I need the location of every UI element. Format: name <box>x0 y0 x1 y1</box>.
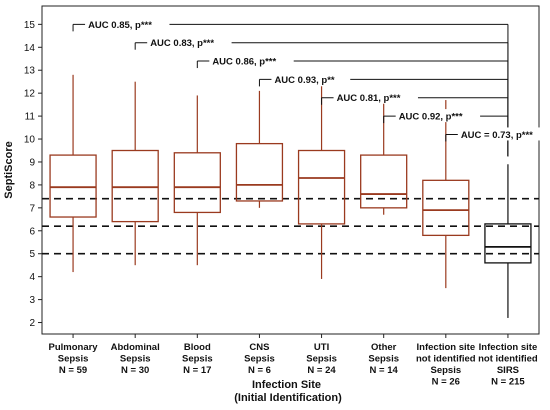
x-category-line: N = 30 <box>121 365 149 376</box>
annotation-background <box>457 127 550 141</box>
box-group <box>49 74 97 273</box>
x-category-line: Other <box>371 342 397 353</box>
x-category-line: Sepsis <box>58 354 89 365</box>
auc-annotation: AUC 0.85, p*** <box>88 20 152 31</box>
iqr-box <box>360 154 408 209</box>
plot-frame <box>41 5 540 335</box>
auc-annotation: AUC 0.83, p*** <box>150 38 214 49</box>
y-tick-label: 11 <box>25 112 36 123</box>
x-category-label: Infection site not identified Sepsis N = 26 <box>416 342 476 388</box>
x-category-line: N = 24 <box>307 365 336 376</box>
iqr-box <box>111 149 159 223</box>
x-category-line: N = 59 <box>59 365 87 376</box>
x-category-line: CNS <box>249 342 269 353</box>
x-category-line: Sepsis <box>244 354 275 365</box>
auc-annotation: AUC 0.86, p*** <box>212 57 276 68</box>
x-category-line: Infection site <box>479 342 538 353</box>
x-category-line: N = 14 <box>370 365 399 376</box>
auc-annotation: AUC 0.81, p*** <box>337 93 401 104</box>
x-category-label: Blood Sepsis N = 17 <box>182 342 213 376</box>
comparison-bracket: AUC = 0.73, p*** <box>445 127 550 157</box>
x-category-line: N = 17 <box>183 365 211 376</box>
x-category-line: UTI <box>314 342 329 353</box>
x-category-label: Abdominal Sepsis N = 30 <box>111 342 160 376</box>
reference-lines <box>42 197 539 255</box>
y-tick-label: 10 <box>24 135 36 146</box>
x-category-line: not identified <box>416 354 476 365</box>
x-category-line: Sepsis <box>368 354 399 365</box>
y-tick-label: 5 <box>29 249 35 260</box>
box-group <box>235 90 284 208</box>
x-axis-title-line-1: Infection Site <box>252 379 321 391</box>
iqr-box <box>173 152 221 214</box>
y-tick-label: 6 <box>29 226 35 237</box>
iqr-box <box>484 223 532 264</box>
iqr-box <box>235 142 284 202</box>
x-category-line: N = 6 <box>248 365 271 376</box>
auc-annotation: AUC 0.93, p** <box>274 75 334 86</box>
x-category-line: Pulmonary <box>49 342 99 353</box>
y-tick-label: 2 <box>29 318 35 329</box>
y-axis-ticks: 2 3 4 5 6 7 8 9 10 11 12 13 14 15 <box>24 20 42 329</box>
x-category-label: CNS Sepsis N = 6 <box>244 342 275 376</box>
annotation-background <box>271 72 351 86</box>
x-category-label: Other Sepsis N = 14 <box>368 342 399 376</box>
iqr-box <box>422 179 470 237</box>
x-category-line: N = 26 <box>432 377 460 388</box>
annotation-background <box>147 35 232 49</box>
y-tick-label: 12 <box>24 89 36 100</box>
auc-annotation: AUC = 0.73, p*** <box>461 130 533 141</box>
comparison-brackets: AUC 0.85, p*** AUC 0.83, p*** AUC 0.86, p*… <box>72 17 550 157</box>
box-group <box>360 95 408 215</box>
x-axis-title: Infection Site (Initial Identification) <box>234 379 342 404</box>
y-tick-label: 7 <box>29 203 35 214</box>
comparison-bracket: AUC 0.81, p*** <box>321 90 509 157</box>
box-group <box>297 86 346 279</box>
comparison-bracket: AUC 0.93, p** <box>258 72 509 157</box>
annotation-background <box>395 109 481 123</box>
x-axis-title-line-2: (Initial Identification) <box>234 392 342 404</box>
annotation-background <box>209 54 294 68</box>
x-category-line: Infection site <box>417 342 476 353</box>
x-category-label: Infection site not identified SIRS N = 215 <box>478 342 538 388</box>
iqr-box <box>297 149 346 225</box>
box-group <box>173 95 221 266</box>
y-tick-label: 15 <box>24 20 36 31</box>
auc-annotation: AUC 0.92, p*** <box>399 112 463 123</box>
comparison-bracket: AUC 0.85, p*** <box>72 17 509 157</box>
y-axis-title: SeptiScore <box>3 141 15 198</box>
y-tick-label: 13 <box>24 66 36 77</box>
y-tick-label: 9 <box>29 157 35 168</box>
x-category-line: Sepsis <box>430 365 461 376</box>
box-group <box>484 164 532 318</box>
x-category-line: N = 215 <box>491 377 525 388</box>
x-category-label: UTI Sepsis N = 24 <box>306 342 337 376</box>
y-tick-label: 3 <box>29 295 35 306</box>
x-category-line: Sepsis <box>120 354 151 365</box>
box-group <box>111 81 159 266</box>
x-category-line: SIRS <box>497 365 519 376</box>
x-category-line: Sepsis <box>182 354 213 365</box>
annotation-background <box>333 90 418 104</box>
iqr-box <box>49 154 97 218</box>
y-tick-label: 14 <box>24 43 36 54</box>
annotation-background <box>85 17 170 31</box>
x-category-line: Abdominal <box>111 342 160 353</box>
x-category-line: Sepsis <box>306 354 337 365</box>
x-category-label: Pulmonary Sepsis N = 59 <box>49 342 99 376</box>
y-tick-label: 8 <box>29 180 35 191</box>
x-category-line: Blood <box>184 342 211 353</box>
x-category-line: not identified <box>478 354 538 365</box>
y-tick-label: 4 <box>29 272 35 283</box>
